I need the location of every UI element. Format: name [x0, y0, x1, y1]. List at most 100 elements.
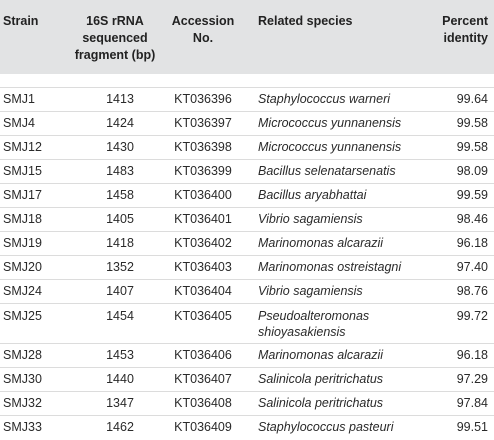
cell-fragment: 1407	[70, 279, 160, 304]
table-row: SMJ32 1347 KT036408 Salinicola peritrich…	[0, 391, 494, 416]
cell-percent: 98.76	[416, 279, 494, 304]
cell-strain: SMJ20	[0, 255, 70, 280]
header-species-label: Related species	[258, 14, 353, 28]
cell-strain: SMJ18	[0, 207, 70, 232]
cell-accession: KT036409	[174, 420, 232, 435]
cell-species: Bacillus selenatarsenatis	[246, 159, 416, 184]
table-row: SMJ12 1430 KT036398 Micrococcus yunnanen…	[0, 135, 494, 160]
cell-percent: 99.51	[456, 420, 488, 435]
table-row: SMJ28 1453 KT036406 Marinomonas alcarazi…	[0, 343, 494, 368]
header-percent: Percent identity	[416, 0, 494, 74]
cell-fragment: 1454	[70, 303, 160, 344]
header-accession-line1: Accession	[171, 14, 235, 28]
header-spacer	[0, 74, 494, 88]
cell-strain: SMJ19	[0, 231, 70, 256]
cell-percent: 99.58	[416, 135, 494, 160]
cell-percent: 99.64	[416, 87, 494, 112]
cell-accession: KT036397	[160, 111, 246, 136]
cell-strain: SMJ33	[3, 420, 42, 435]
cell-percent: 99.72	[416, 303, 494, 344]
cell-fragment: 1352	[70, 255, 160, 280]
cell-accession: KT036402	[160, 231, 246, 256]
cell-strain: SMJ17	[0, 183, 70, 208]
cell-strain: SMJ30	[0, 367, 70, 392]
cell-fragment: 1424	[70, 111, 160, 136]
table-row: SMJ25 1454 KT036405 Pseudoalteromonas sh…	[0, 303, 494, 344]
cell-fragment: 1462	[106, 420, 134, 435]
cell-accession: KT036405	[160, 303, 246, 344]
header-row: Strain 16S rRNA sequenced fragment (bp) …	[0, 0, 494, 74]
cell-percent: 98.46	[416, 207, 494, 232]
cell-percent: 97.40	[416, 255, 494, 280]
cell-accession: KT036407	[160, 367, 246, 392]
header-species: Related species	[246, 0, 416, 74]
cell-strain: SMJ4	[0, 111, 70, 136]
cell-fragment: 1405	[70, 207, 160, 232]
header-strain-label: Strain	[3, 14, 39, 28]
cell-fragment: 1458	[70, 183, 160, 208]
header-accession: Accession No.	[160, 0, 246, 74]
cell-percent: 99.59	[416, 183, 494, 208]
cell-species: Marinomonas ostreistagni	[246, 255, 416, 280]
cell-fragment: 1347	[70, 391, 160, 416]
cell-accession: KT036406	[160, 343, 246, 368]
cell-species: Staphylococcus warneri	[246, 87, 416, 112]
cell-species: Pseudoalteromonas shioyasakiensis	[246, 303, 416, 344]
cell-strain: SMJ32	[0, 391, 70, 416]
cell-species: Salinicola peritrichatus	[246, 391, 416, 416]
cell-accession: KT036403	[160, 255, 246, 280]
cell-accession: KT036396	[160, 87, 246, 112]
cell-species: Micrococcus yunnanensis	[246, 111, 416, 136]
cell-fragment: 1418	[70, 231, 160, 256]
table-row: SMJ4 1424 KT036397 Micrococcus yunnanens…	[0, 111, 494, 136]
cell-strain: SMJ15	[0, 159, 70, 184]
header-fragment-line2: sequenced	[82, 31, 148, 45]
cell-strain: SMJ28	[0, 343, 70, 368]
cell-accession: KT036408	[160, 391, 246, 416]
header-strain: Strain	[0, 0, 70, 74]
header-percent-line1: Percent	[442, 14, 488, 28]
table-row: SMJ24 1407 KT036404 Vibrio sagamiensis 9…	[0, 279, 494, 304]
table-row: SMJ20 1352 KT036403 Marinomonas ostreist…	[0, 255, 494, 280]
cell-fragment: 1453	[70, 343, 160, 368]
table-body: SMJ1 1413 KT036396 Staphylococcus warner…	[0, 74, 494, 439]
header-fragment-line3: fragment (bp)	[74, 48, 156, 62]
cell-accession: KT036404	[160, 279, 246, 304]
header-fragment: 16S rRNA sequenced fragment (bp)	[70, 0, 160, 74]
table-row: SMJ30 1440 KT036407 Salinicola peritrich…	[0, 367, 494, 392]
cell-accession: KT036398	[160, 135, 246, 160]
cell-species: Bacillus aryabhattai	[246, 183, 416, 208]
cell-fragment: 1413	[70, 87, 160, 112]
cell-percent: 97.84	[416, 391, 494, 416]
header-fragment-line1: 16S rRNA	[86, 14, 144, 28]
cell-species: Salinicola peritrichatus	[246, 367, 416, 392]
table-header: Strain 16S rRNA sequenced fragment (bp) …	[0, 0, 494, 74]
table-row: SMJ19 1418 KT036402 Marinomonas alcarazi…	[0, 231, 494, 256]
header-percent-line2: identity	[443, 31, 488, 45]
header-accession-line2: No.	[192, 31, 214, 45]
table-row: SMJ1 1413 KT036396 Staphylococcus warner…	[0, 87, 494, 112]
cell-accession: KT036401	[160, 207, 246, 232]
cell-percent: 99.58	[416, 111, 494, 136]
cell-accession: KT036400	[160, 183, 246, 208]
cell-strain: SMJ25	[0, 303, 70, 344]
cell-species: Vibrio sagamiensis	[246, 207, 416, 232]
table-row: SMJ33 1462 KT036409 Staphylococcus paste…	[0, 415, 494, 439]
cell-species: Marinomonas alcarazii	[246, 231, 416, 256]
table-row: SMJ17 1458 KT036400 Bacillus aryabhattai…	[0, 183, 494, 208]
cell-strain: SMJ1	[0, 87, 70, 112]
table-row: SMJ18 1405 KT036401 Vibrio sagamiensis 9…	[0, 207, 494, 232]
cell-strain: SMJ12	[0, 135, 70, 160]
cell-species: Micrococcus yunnanensis	[246, 135, 416, 160]
cell-species: Vibrio sagamiensis	[246, 279, 416, 304]
cell-accession: KT036399	[160, 159, 246, 184]
cell-fragment: 1440	[70, 367, 160, 392]
cell-percent: 96.18	[416, 231, 494, 256]
cell-percent: 98.09	[416, 159, 494, 184]
cell-percent: 96.18	[416, 343, 494, 368]
cell-species: Marinomonas alcarazii	[246, 343, 416, 368]
table-row: SMJ15 1483 KT036399 Bacillus selenatarse…	[0, 159, 494, 184]
cell-species: Staphylococcus pasteuri	[258, 420, 394, 435]
cell-fragment: 1430	[70, 135, 160, 160]
